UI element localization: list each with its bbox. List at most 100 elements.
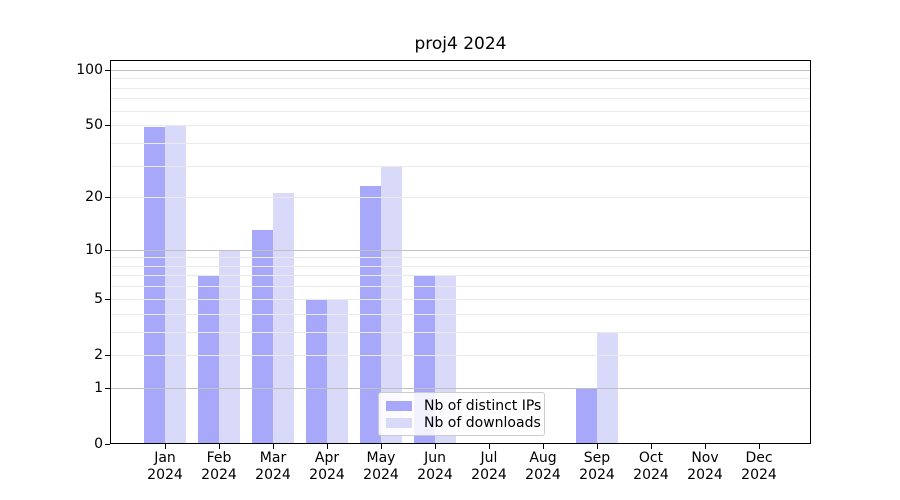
x-tick-label: May 2024 xyxy=(349,450,413,484)
y-tick-label: 1 xyxy=(94,379,103,396)
legend-swatch-downloads xyxy=(386,417,412,428)
x-tick-year: 2024 xyxy=(471,467,507,483)
x-tick-month: May xyxy=(366,450,396,466)
x-tick-year: 2024 xyxy=(363,467,399,483)
gridline-minor xyxy=(110,142,811,144)
x-tick-label: Sep 2024 xyxy=(565,450,629,484)
x-tick-label: Jul 2024 xyxy=(457,450,521,484)
y-tick-label: 100 xyxy=(76,61,103,78)
x-axis-tick xyxy=(381,444,382,449)
gridline-minor xyxy=(110,98,811,100)
x-tick-month: Mar xyxy=(259,450,287,466)
x-tick-month: Jun xyxy=(424,450,446,466)
y-axis-tick xyxy=(105,197,110,199)
bar-downloads xyxy=(219,249,240,443)
x-axis-tick xyxy=(705,444,706,449)
x-tick-month: Nov xyxy=(691,450,719,466)
legend: Nb of distinct IPs Nb of downloads xyxy=(378,392,545,436)
x-axis-tick xyxy=(219,444,220,449)
x-axis-tick xyxy=(327,444,328,449)
x-tick-year: 2024 xyxy=(309,467,345,483)
legend-item-distinct-ips: Nb of distinct IPs xyxy=(386,398,541,414)
x-tick-label: Feb 2024 xyxy=(187,450,251,484)
y-axis-tick xyxy=(105,69,110,71)
bar-distinct-ips xyxy=(576,387,597,443)
y-tick-label: 2 xyxy=(94,346,103,363)
bar-downloads xyxy=(165,125,186,443)
x-axis-tick xyxy=(435,444,436,449)
chart-title: proj4 2024 xyxy=(414,34,507,54)
gridline-minor xyxy=(110,197,811,199)
y-tick-label: 50 xyxy=(85,117,103,134)
legend-label-downloads: Nb of downloads xyxy=(424,414,541,431)
x-tick-year: 2024 xyxy=(579,467,615,483)
y-axis-tick xyxy=(105,298,110,300)
x-axis-tick xyxy=(759,444,760,449)
gridline-minor xyxy=(110,354,811,356)
bar-downloads xyxy=(327,298,348,443)
y-axis-tick xyxy=(105,354,110,356)
x-tick-label: Apr 2024 xyxy=(295,450,359,484)
y-tick-label: 20 xyxy=(85,189,103,206)
y-axis-tick xyxy=(105,444,110,445)
x-axis-tick xyxy=(489,444,490,449)
bar-distinct-ips xyxy=(198,275,219,443)
x-tick-year: 2024 xyxy=(147,467,183,483)
x-tick-label: Jan 2024 xyxy=(133,450,197,484)
x-tick-year: 2024 xyxy=(201,467,237,483)
x-tick-year: 2024 xyxy=(255,467,291,483)
x-tick-label: Mar 2024 xyxy=(241,450,305,484)
y-tick-label: 10 xyxy=(85,241,103,258)
bar-distinct-ips xyxy=(144,126,165,443)
legend-label-distinct-ips: Nb of distinct IPs xyxy=(424,397,542,414)
x-tick-month: Aug xyxy=(529,450,557,466)
bar-distinct-ips xyxy=(306,298,327,443)
gridline-minor xyxy=(110,257,811,259)
bar-distinct-ips xyxy=(252,230,273,443)
bar-downloads xyxy=(597,331,618,443)
gridline-minor xyxy=(110,110,811,112)
x-tick-month: Sep xyxy=(583,450,611,466)
x-axis-tick xyxy=(651,444,652,449)
legend-item-downloads: Nb of downloads xyxy=(386,415,541,431)
x-tick-label: Jun 2024 xyxy=(403,450,467,484)
x-axis-tick xyxy=(273,444,274,449)
x-tick-label: Aug 2024 xyxy=(511,450,575,484)
x-tick-label: Oct 2024 xyxy=(619,450,683,484)
x-tick-month: Dec xyxy=(745,450,773,466)
x-tick-label: Dec 2024 xyxy=(727,450,791,484)
gridline-minor xyxy=(110,331,811,333)
x-axis-tick xyxy=(597,444,598,449)
gridline-minor xyxy=(110,275,811,277)
x-axis-tick xyxy=(165,444,166,449)
y-axis-tick xyxy=(105,249,110,251)
bar-downloads xyxy=(273,193,294,443)
gridline-minor xyxy=(110,286,811,288)
x-axis-tick xyxy=(543,444,544,449)
x-tick-year: 2024 xyxy=(417,467,453,483)
gridline-minor xyxy=(110,78,811,80)
x-tick-month: Oct xyxy=(638,450,664,466)
gridline-minor xyxy=(110,125,811,127)
gridline-minor xyxy=(110,298,811,300)
y-axis-tick xyxy=(105,125,110,127)
legend-swatch-distinct-ips xyxy=(386,400,412,411)
x-tick-year: 2024 xyxy=(525,467,561,483)
x-tick-month: Apr xyxy=(314,450,340,466)
x-tick-label: Nov 2024 xyxy=(673,450,737,484)
y-tick-label: 5 xyxy=(94,290,103,307)
gridline-major xyxy=(110,69,811,71)
gridline-minor xyxy=(110,265,811,267)
gridline-minor xyxy=(110,165,811,167)
gridline-minor xyxy=(110,313,811,315)
x-tick-year: 2024 xyxy=(633,467,669,483)
gridline-major xyxy=(110,387,811,389)
x-tick-year: 2024 xyxy=(741,467,777,483)
x-tick-year: 2024 xyxy=(687,467,723,483)
gridline-major xyxy=(110,249,811,251)
y-tick-label: 0 xyxy=(94,436,103,452)
x-tick-month: Jan xyxy=(154,450,176,466)
gridline-minor xyxy=(110,87,811,89)
x-tick-month: Feb xyxy=(206,450,232,466)
y-axis-tick xyxy=(105,387,110,389)
